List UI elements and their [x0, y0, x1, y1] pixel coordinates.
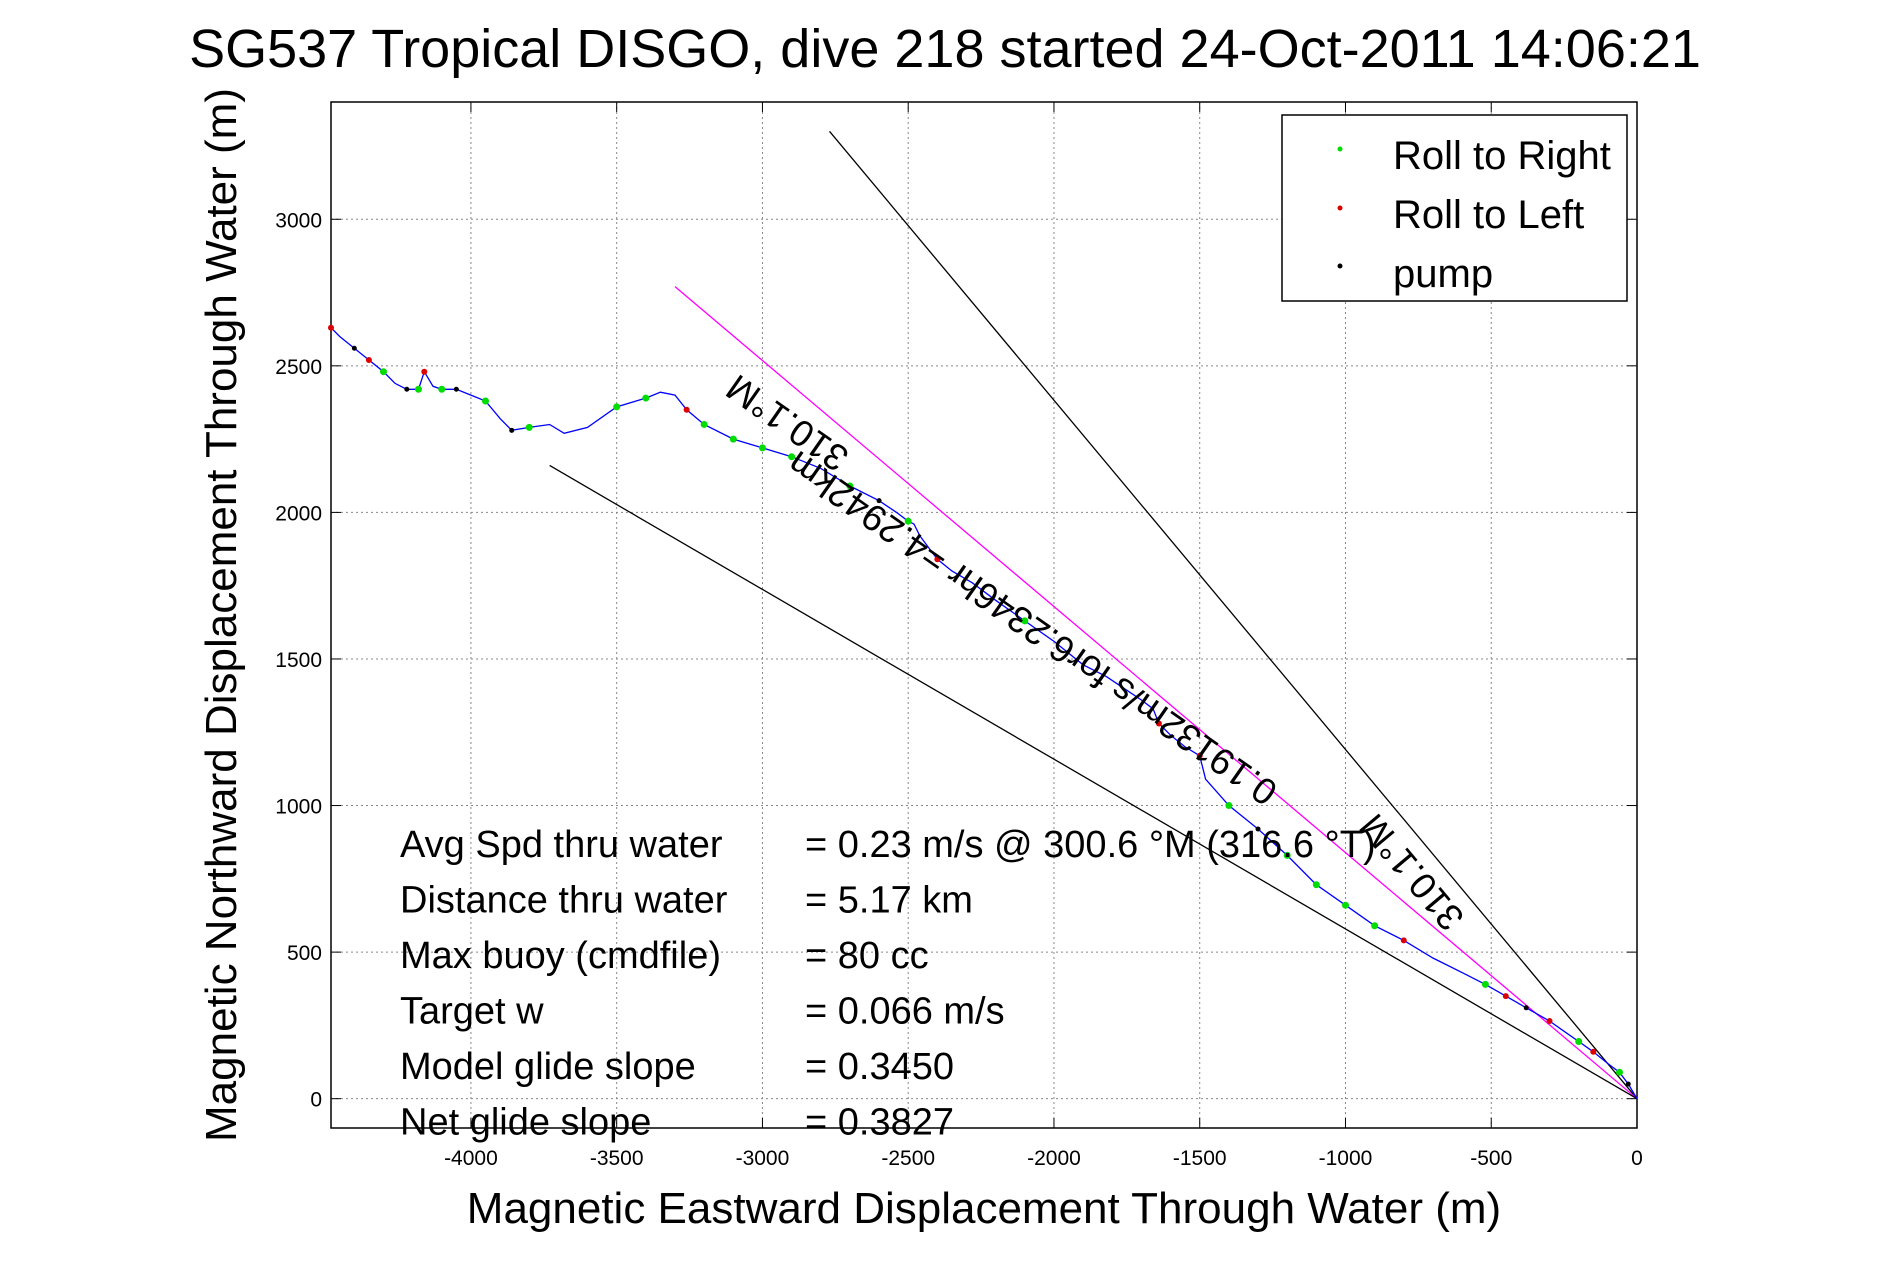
roll-right-point — [1283, 851, 1291, 859]
roll-right-point — [788, 453, 796, 461]
x-tick-label: 0 — [1631, 1147, 1643, 1170]
info-value: = 0.066 m/s — [805, 991, 1005, 1033]
legend-label-roll-right: Roll to Right — [1393, 134, 1611, 178]
pump-point — [404, 386, 410, 392]
x-axis-label: Magnetic Eastward Displacement Through W… — [467, 1184, 1501, 1233]
x-tick-label: -2500 — [881, 1147, 935, 1170]
pump-point — [876, 498, 882, 504]
y-tick-label: 0 — [310, 1089, 322, 1112]
x-tick-label: -500 — [1470, 1147, 1512, 1170]
roll-right-point — [525, 423, 533, 431]
roll-right-point — [1616, 1068, 1624, 1076]
track-layer — [330, 327, 1638, 1100]
roll-left-point — [1546, 1018, 1553, 1025]
roll-left-point — [1400, 937, 1407, 944]
legend-label-roll-left: Roll to Left — [1393, 193, 1584, 237]
x-tick-label: -1000 — [1319, 1147, 1373, 1170]
info-label: Distance thru water — [400, 880, 728, 922]
y-tick-label: 1000 — [275, 796, 322, 819]
x-tick-label: -2000 — [1027, 1147, 1081, 1170]
info-label: Max buoy (cmdfile) — [400, 935, 721, 977]
roll-left-point — [1502, 993, 1509, 1000]
legend-marker-roll-right — [1337, 146, 1343, 152]
chart-title: SG537 Tropical DISGO, dive 218 started 2… — [189, 19, 1701, 79]
info-box: Avg Spd thru water = 0.23 m/s @ 300.6 °M … — [400, 824, 1376, 1144]
roll-right-point — [1575, 1038, 1583, 1046]
pump-point — [1523, 1005, 1529, 1011]
y-tick-label: 2000 — [275, 502, 322, 525]
roll-right-point — [438, 385, 446, 393]
roll-left-point — [365, 356, 372, 363]
roll-left-point — [934, 556, 941, 563]
y-axis-label: Magnetic Northward Displacement Through … — [197, 88, 246, 1142]
info-label: Target w — [400, 991, 544, 1033]
roll-right-point — [904, 517, 912, 525]
roll-right-point — [1341, 901, 1349, 909]
legend-label-pump: pump — [1393, 252, 1493, 296]
legend-marker-pump — [1337, 263, 1343, 269]
info-value: = 5.17 km — [805, 880, 973, 922]
x-tick-label: -3500 — [590, 1147, 644, 1170]
roll-left-point — [328, 324, 334, 331]
y-tick-label: 1500 — [275, 649, 322, 672]
roll-right-point — [379, 368, 387, 376]
y-tick-label: 3000 — [275, 209, 322, 232]
roll-right-point — [846, 482, 854, 490]
reference-line-heading-lower — [549, 464, 1638, 1100]
roll-left-point — [421, 368, 428, 375]
pump-point — [1625, 1081, 1631, 1087]
roll-right-point — [1225, 802, 1233, 810]
reference-lines — [549, 130, 1638, 1100]
pump-point — [453, 386, 459, 392]
info-value: = 80 cc — [805, 935, 929, 977]
roll-left-point — [1155, 720, 1162, 727]
markers — [328, 324, 1631, 1087]
roll-right-point — [1021, 617, 1029, 625]
roll-right-point — [700, 420, 708, 428]
info-value: = 0.3450 — [805, 1046, 954, 1088]
info-label: Model glide slope — [400, 1046, 696, 1088]
reference-line-heading-upper — [828, 130, 1638, 1100]
info-label: Net glide slope — [400, 1102, 651, 1144]
reference-line-heading-center — [674, 286, 1638, 1100]
roll-right-point — [482, 397, 490, 405]
info-label: Avg Spd thru water — [400, 824, 723, 866]
y-tick-label: 2500 — [275, 356, 322, 379]
tick-labels: -4000 -3500 -3000 -2500 -2000 -1500 -1000 -500 0… — [275, 209, 1643, 1170]
roll-right-point — [414, 385, 422, 393]
x-tick-label: -1500 — [1173, 1147, 1227, 1170]
legend-marker-roll-left — [1337, 205, 1343, 211]
dive-track-line — [330, 327, 1638, 1100]
roll-right-point — [1371, 922, 1379, 930]
pump-point — [1255, 826, 1261, 832]
roll-left-point — [1590, 1048, 1597, 1055]
x-tick-label: -3000 — [736, 1147, 790, 1170]
roll-left-point — [683, 406, 690, 413]
roll-right-point — [1481, 980, 1489, 988]
roll-right-point — [758, 444, 766, 452]
roll-right-point — [642, 394, 650, 402]
pump-point — [351, 345, 357, 351]
legend: Roll to Right Roll to Left pump — [1281, 114, 1628, 302]
info-value: = 0.3827 — [805, 1102, 954, 1144]
roll-left-point — [1196, 752, 1203, 759]
pump-point — [509, 427, 515, 433]
roll-right-point — [613, 403, 621, 411]
x-tick-label: -4000 — [444, 1147, 498, 1170]
y-tick-label: 500 — [287, 942, 322, 965]
roll-right-point — [729, 435, 737, 443]
info-value: = 0.23 m/s @ 300.6 °M (316.6 °T) — [805, 824, 1376, 866]
roll-right-point — [1312, 881, 1320, 889]
